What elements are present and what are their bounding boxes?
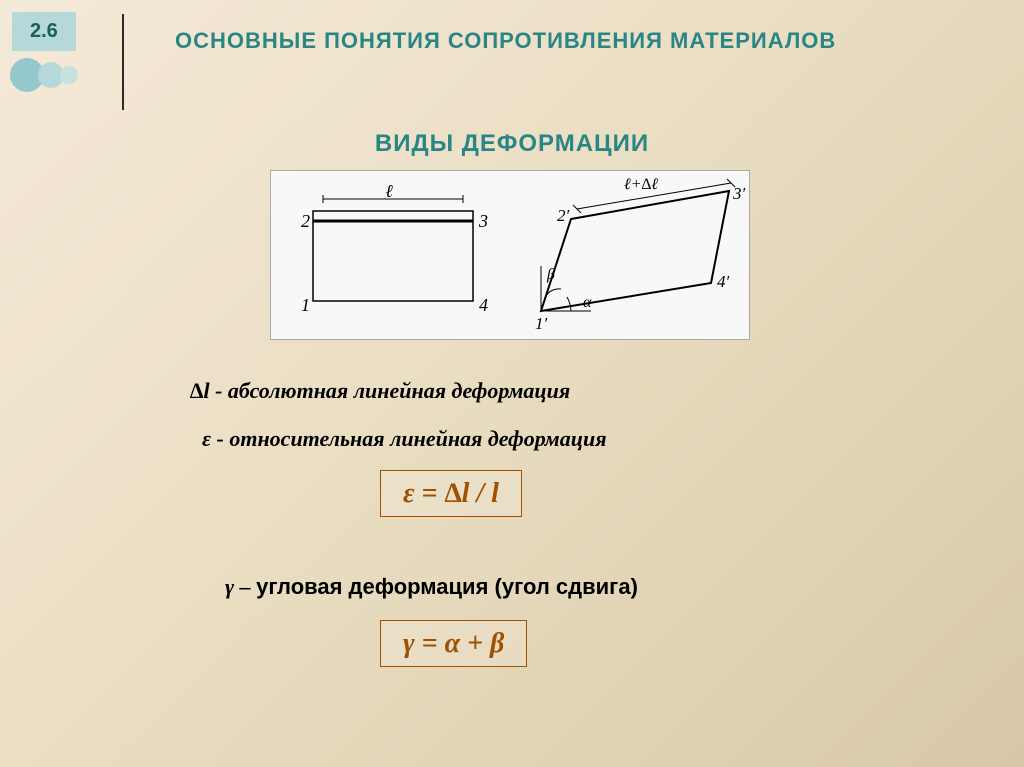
diagram-corner-2: 2 [301,211,310,231]
decorative-vline [122,14,124,110]
section-number-badge: 2.6 [12,12,76,51]
diagram-corner-4p: 4′ [717,272,730,291]
diagram-corner-3p: 3′ [732,184,746,203]
decorative-dots [10,58,78,97]
diagram-corner-1: 1 [301,295,310,315]
diagram-label-l: ℓ [385,181,393,201]
subtitle: ВИДЫ ДЕФОРМАЦИИ [0,130,1024,158]
diagram-corner-1p: 1′ [535,314,548,333]
deformation-diagram: ℓ 2 3 1 4 ℓ+∆ℓ 2′ 3′ 1′ 4′ α β [270,170,750,340]
diagram-beta: β [546,266,555,283]
diagram-corner-2p: 2′ [557,206,570,225]
diagram-label-ldl: ℓ+∆ℓ [624,176,658,193]
formula-gamma: γ = α + β [380,620,527,667]
diagram-corner-4: 4 [479,295,488,315]
definition-angular: γ – угловая деформация (угол сдвига) [225,574,638,600]
diagram-corner-3: 3 [478,211,488,231]
diagram-alpha: α [583,294,592,311]
definition-absolute-linear: ∆l - абсолютная линейная деформация [190,378,570,404]
formula-epsilon: ε = ∆l / l [380,470,522,517]
page-title: ОСНОВНЫЕ ПОНЯТИЯ СОПРОТИВЛЕНИЯ МАТЕРИАЛО… [175,28,836,54]
definition-relative-linear: ε - относительная линейная деформация [202,426,607,452]
